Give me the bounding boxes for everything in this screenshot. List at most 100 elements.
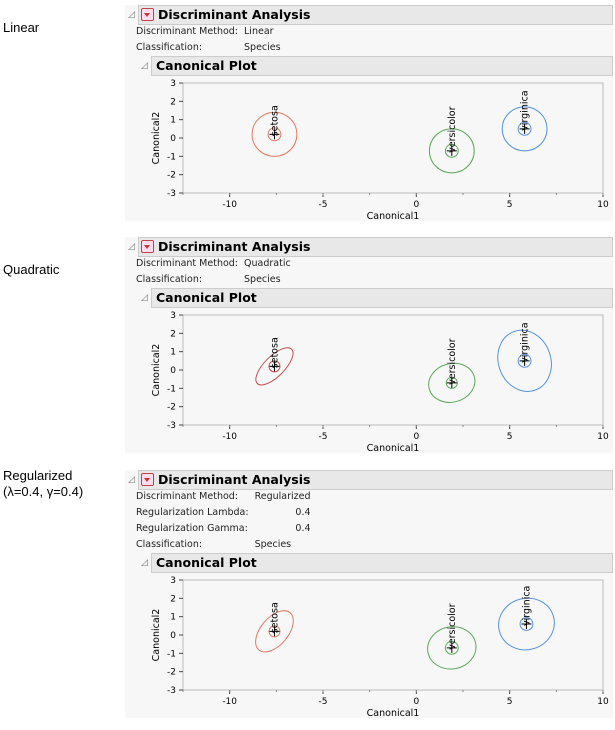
disclosure-triangle-icon[interactable]: ◿ — [128, 474, 135, 485]
y-tick-label: -2 — [167, 403, 176, 413]
virginica-ellipse — [498, 597, 555, 651]
plot-frame — [182, 82, 604, 194]
info-value: Quadratic — [244, 258, 291, 269]
method-label-line: Regularized — [3, 468, 73, 483]
virginica-ellipse — [497, 329, 552, 392]
disclosure-triangle-icon[interactable]: ◿ — [128, 241, 135, 252]
title-bar: Discriminant Analysis — [138, 236, 613, 257]
info-row: Classification: Species — [136, 40, 287, 56]
info-key: Regularization Lambda: — [136, 507, 249, 518]
info-value: 0.4 — [295, 507, 311, 518]
virginica-mean-marker — [519, 355, 530, 366]
panel-header[interactable]: ◿ Discriminant Analysis — [125, 4, 613, 25]
versicolor-label: versicolor — [447, 106, 458, 152]
y-tick-label: 2 — [170, 329, 176, 339]
virginica-label: virginica — [520, 90, 531, 130]
versicolor-ellipse — [428, 362, 476, 403]
virginica-mean-circle — [519, 617, 534, 631]
info-key: Discriminant Method: — [136, 258, 239, 269]
y-tick-label: -2 — [167, 171, 176, 181]
group-setosa: setosa — [251, 105, 298, 157]
x-tick-label: -5 — [319, 697, 328, 707]
red-triangle-menu-icon[interactable] — [141, 8, 154, 21]
virginica-label: virginica — [521, 586, 532, 626]
virginica-mean-circle — [517, 121, 532, 136]
versicolor-ellipse — [428, 128, 475, 174]
disclosure-triangle-icon[interactable]: ◿ — [128, 9, 135, 20]
setosa-label: setosa — [269, 105, 280, 136]
title-bar: Discriminant Analysis — [138, 469, 613, 490]
group-setosa: setosa — [255, 602, 294, 653]
y-tick-label: -3 — [167, 421, 176, 431]
versicolor-mean-circle — [445, 376, 458, 389]
red-triangle-menu-icon[interactable] — [141, 240, 154, 253]
panel-title: Discriminant Analysis — [158, 239, 311, 254]
disclosure-triangle-icon[interactable]: ◿ — [141, 557, 148, 568]
info-key: Regularization Gamma: — [136, 523, 248, 534]
info-value: Linear — [244, 26, 274, 37]
x-tick-label: -10 — [222, 697, 237, 707]
virginica-ellipse — [501, 106, 548, 152]
plot-title: Canonical Plot — [156, 555, 257, 570]
y-axis-label: Canonical2 — [151, 112, 162, 165]
info-key: Discriminant Method: — [136, 491, 239, 502]
virginica-label: virginica — [520, 322, 531, 362]
y-tick-label: 0 — [170, 366, 176, 376]
x-tick-label: 5 — [507, 697, 513, 707]
x-tick-label: -10 — [222, 432, 237, 442]
x-tick-label: 0 — [413, 432, 419, 442]
method-label: Regularized (λ=0.4, γ=0.4) — [3, 468, 83, 500]
panel-header[interactable]: ◿ Discriminant Analysis — [125, 469, 613, 490]
info-row: Discriminant Method: Linear — [136, 24, 287, 40]
info-key: Classification: — [136, 539, 203, 550]
panel-title: Discriminant Analysis — [158, 472, 311, 487]
y-tick-label: -3 — [167, 686, 176, 696]
setosa-mean-marker — [269, 129, 280, 140]
method-label: Quadratic — [3, 262, 59, 278]
x-tick-label: 0 — [413, 200, 419, 210]
red-triangle-menu-icon[interactable] — [141, 473, 154, 486]
y-axis-label: Canonical2 — [151, 609, 162, 662]
info-row: Discriminant Method: Regularized — [136, 489, 317, 505]
y-tick-label: -1 — [167, 649, 176, 659]
y-tick-label: 1 — [170, 116, 176, 126]
panel-header[interactable]: ◿ Discriminant Analysis — [125, 236, 613, 257]
y-tick-label: 0 — [170, 631, 176, 641]
disclosure-triangle-icon[interactable]: ◿ — [141, 60, 148, 71]
info-key: Classification: — [136, 274, 203, 285]
method-label-line: Linear — [3, 20, 40, 35]
x-tick-label: -5 — [319, 432, 328, 442]
canonical-plot-header[interactable]: ◿ Canonical Plot — [138, 55, 613, 76]
info-row: Classification: Species — [136, 272, 297, 288]
setosa-mean-circle — [267, 127, 282, 142]
title-bar: Canonical Plot — [151, 55, 613, 76]
canonical-plot-header[interactable]: ◿ Canonical Plot — [138, 552, 613, 573]
plot-frame — [182, 579, 604, 691]
info-table: Discriminant Method: Quadratic Classificat… — [136, 256, 297, 288]
plot-title: Canonical Plot — [156, 58, 257, 73]
x-tick-label: 5 — [507, 200, 513, 210]
y-tick-label: 0 — [170, 134, 176, 144]
info-value: 0.4 — [295, 523, 311, 534]
canonical-plot-header[interactable]: ◿ Canonical Plot — [138, 287, 613, 308]
disclosure-triangle-icon[interactable]: ◿ — [141, 292, 148, 303]
y-tick-label: 1 — [170, 613, 176, 623]
title-bar: Canonical Plot — [151, 552, 613, 573]
info-table: Discriminant Method: Regularized Regulariz… — [136, 489, 317, 553]
versicolor-mean-marker — [446, 145, 457, 156]
versicolor-mean-circle — [444, 143, 459, 158]
info-value: Species — [244, 274, 281, 285]
versicolor-mean-marker — [446, 642, 457, 653]
y-tick-label: -1 — [167, 152, 176, 162]
setosa-label: setosa — [269, 602, 280, 633]
versicolor-ellipse — [427, 626, 477, 670]
title-bar: Canonical Plot — [151, 287, 613, 308]
versicolor-label: versicolor — [447, 603, 458, 649]
discriminant-analysis-panel: ◿ Discriminant Analysis Discriminant Metho… — [125, 4, 613, 221]
info-row: Discriminant Method: Quadratic — [136, 256, 297, 272]
method-label: Linear — [3, 20, 39, 36]
x-tick-label: 10 — [597, 200, 609, 210]
setosa-mean-circle — [268, 360, 281, 373]
